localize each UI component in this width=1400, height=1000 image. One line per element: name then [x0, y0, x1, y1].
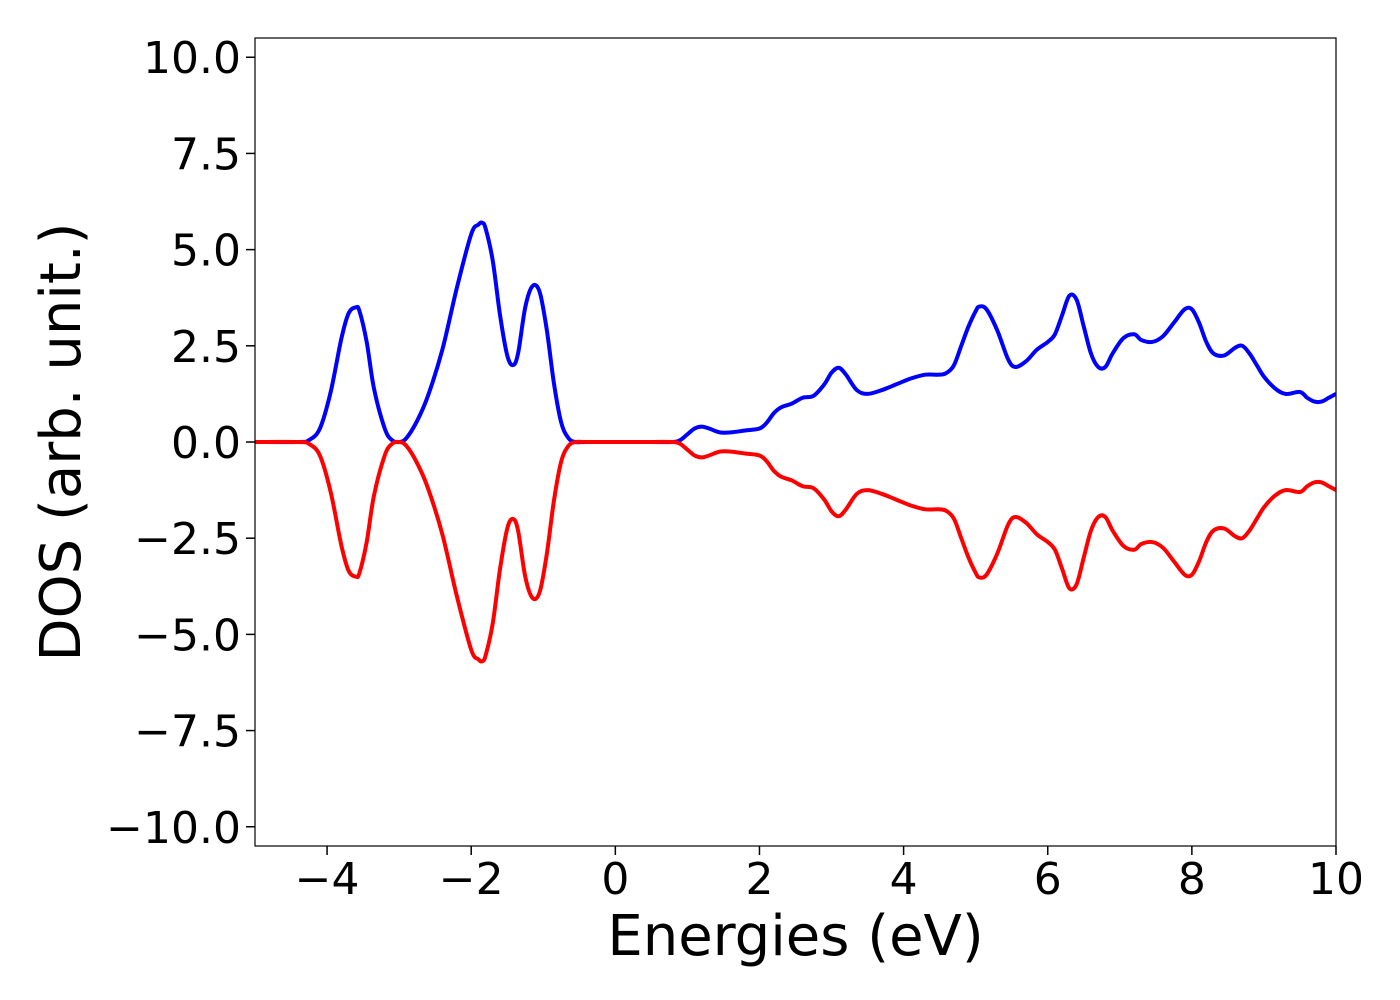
series-layer: [255, 220, 1336, 664]
y-tick-label: −5.0: [134, 610, 241, 661]
x-axis-label: Energies (eV): [607, 904, 983, 969]
x-tick-label: −4: [295, 854, 360, 905]
dos-line-positive: [255, 220, 1336, 445]
x-tick-label: 2: [745, 854, 773, 905]
y-axis-label: DOS (arb. unit.): [29, 222, 94, 661]
y-tick-label: −10.0: [106, 803, 241, 854]
x-axis: −4 −2 0 2 4 6 8 10: [295, 846, 1364, 905]
x-tick-label: 0: [601, 854, 629, 905]
y-axis: 10.0 7.5 5.0 2.5 0.0 −2.5 −5.0 −7.5 −10.0: [106, 33, 255, 854]
y-tick-label: 10.0: [143, 33, 241, 84]
x-tick-label: 8: [1178, 854, 1206, 905]
x-tick-label: 6: [1034, 854, 1062, 905]
dos-line-negative: [255, 439, 1336, 664]
x-tick-label: −2: [439, 854, 504, 905]
x-tick-label: 4: [890, 854, 918, 905]
y-tick-label: 0.0: [171, 418, 241, 469]
y-tick-label: −2.5: [134, 514, 241, 565]
y-tick-label: −7.5: [134, 707, 241, 758]
x-tick-label: 10: [1308, 854, 1364, 905]
y-tick-label: 7.5: [171, 129, 241, 180]
y-tick-label: 5.0: [171, 226, 241, 277]
y-tick-label: 2.5: [171, 322, 241, 373]
